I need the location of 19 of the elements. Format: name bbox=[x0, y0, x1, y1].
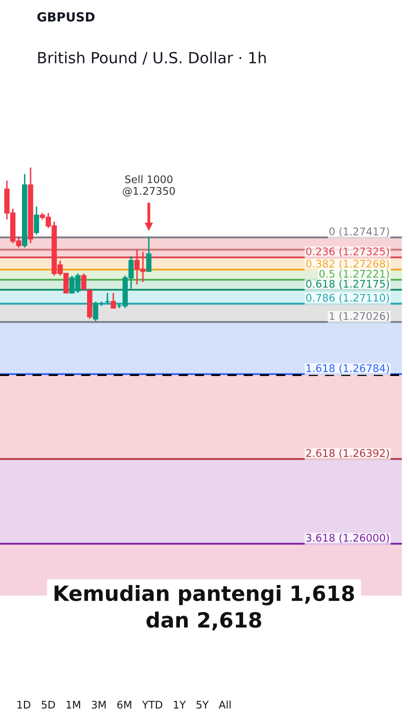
chart-title: British Pound / U.S. Dollar · 1h bbox=[38, 52, 266, 65]
text: 0.382 (1.27268) bbox=[306, 260, 389, 269]
chart-subtitle: GBPUSD bbox=[37, 12, 95, 22]
text: 0.618 (1.27175) bbox=[306, 280, 389, 289]
text: 3.618 (1.26000) bbox=[306, 534, 389, 543]
text: 0 (1.27417) bbox=[329, 227, 389, 237]
text: 0.786 (1.27110) bbox=[306, 294, 389, 303]
annotation: Sell 1000 @1.27350 bbox=[122, 175, 175, 197]
text: 1.618 (1.26784) bbox=[306, 364, 389, 374]
text: 1D 5D 1M 3M 6M YTD 1Y 5Y All bbox=[17, 700, 231, 709]
candlestick bbox=[34, 206, 40, 236]
candlestick bbox=[110, 292, 116, 309]
text: 1 (1.27026) bbox=[330, 312, 389, 322]
text: 2.618 (1.26392) bbox=[306, 448, 389, 458]
candlestick bbox=[146, 236, 152, 272]
text: 0.5 (1.27221) bbox=[319, 270, 389, 279]
text: 0.236 (1.27325) bbox=[306, 247, 389, 257]
text: Kemudian pantengi 1,618 dan 2,618 bbox=[54, 584, 354, 630]
candlestick bbox=[81, 272, 86, 292]
